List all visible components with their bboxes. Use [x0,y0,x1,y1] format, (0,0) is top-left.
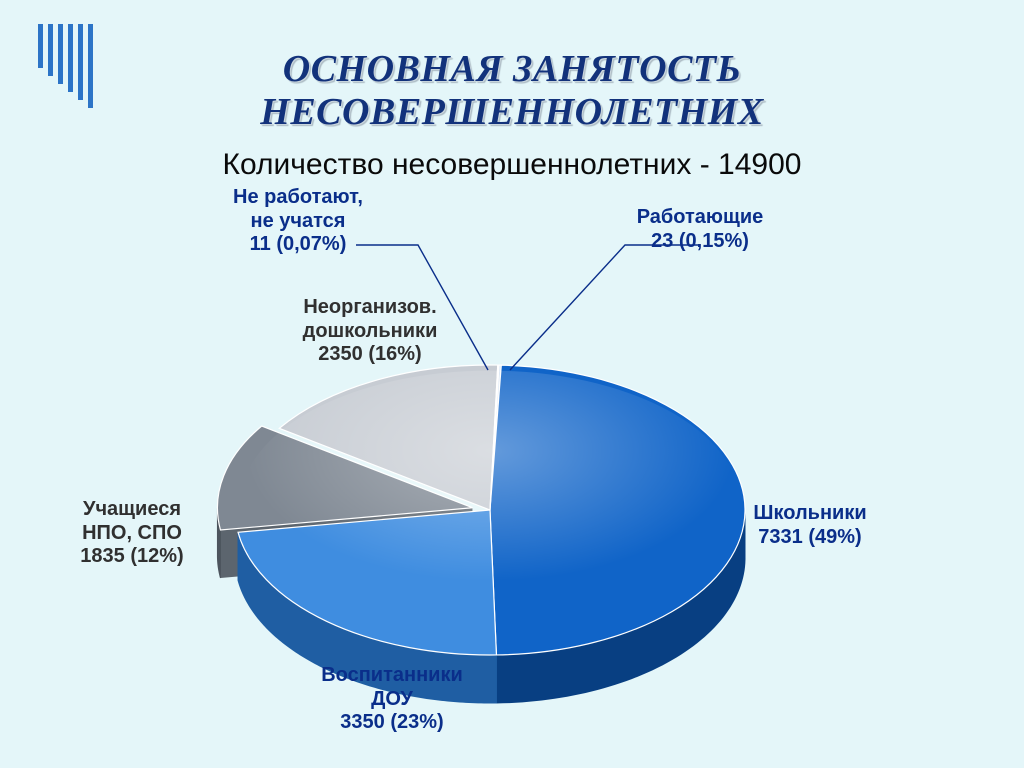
slice-label-preschool: Неорганизов. дошкольники 2350 (16%) [303,296,438,367]
slice-label-idle: Не работают, не учатся 11 (0,07%) [233,186,363,257]
pie-chart-svg [0,190,1024,750]
slice-label-working: Работающие 23 (0,15%) [637,206,764,253]
title-line-2: НЕСОВЕРШЕННОЛЕТНИХ [0,91,1024,134]
slice-label-npo: Учащиеся НПО, СПО 1835 (12%) [80,498,183,569]
slice-label-dou: Воспитанники ДОУ 3350 (23%) [321,664,463,735]
title-line-1: ОСНОВНАЯ ЗАНЯТОСТЬ [0,48,1024,91]
slide: ОСНОВНАЯ ЗАНЯТОСТЬ НЕСОВЕРШЕННОЛЕТНИХ Ко… [0,0,1024,768]
pie-chart: Работающие 23 (0,15%) Школьники 7331 (49%… [0,190,1024,750]
slide-subtitle: Количество несовершеннолетних - 14900 [0,148,1024,182]
slice-label-school: Школьники 7331 (49%) [753,502,866,549]
slide-title: ОСНОВНАЯ ЗАНЯТОСТЬ НЕСОВЕРШЕННОЛЕТНИХ [0,48,1024,133]
